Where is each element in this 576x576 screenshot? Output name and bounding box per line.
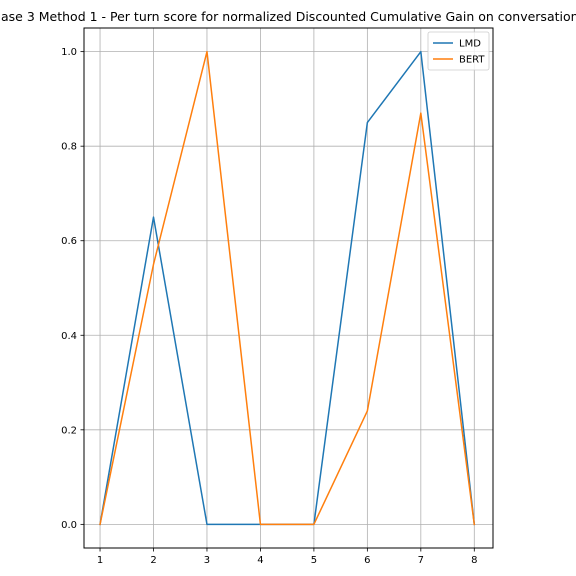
x-tick-label: 7 (418, 555, 424, 566)
y-tick-label: 0.4 (61, 331, 77, 342)
y-tick-label: 0.2 (61, 425, 77, 436)
axis-ticks: 1 2 3 4 5 6 7 8 0.0 0.2 0.4 0.6 0.8 1.0 (61, 47, 477, 566)
legend: LMD BERT (427, 31, 490, 71)
x-tick-label: 6 (364, 555, 370, 566)
series-layer (99, 50, 476, 526)
x-tick-label: 8 (471, 555, 477, 566)
x-tick-label: 4 (257, 555, 263, 566)
y-tick-label: 0.8 (61, 142, 77, 153)
x-tick-label: 1 (97, 555, 103, 566)
y-tick-label: 1.0 (61, 47, 77, 58)
y-tick-label: 0.6 (61, 236, 77, 247)
series-line-bert (99, 50, 476, 526)
y-tick-label: 0.0 (61, 520, 77, 531)
legend-label-lmd: LMD (459, 39, 481, 50)
legend-box (427, 31, 490, 71)
x-tick-label: 2 (150, 555, 156, 566)
chart-title: Phase 3 Method 1 - Per turn score for no… (0, 9, 576, 24)
x-tick-label: 5 (311, 555, 317, 566)
legend-label-bert: BERT (459, 55, 485, 66)
plot-frame (83, 27, 494, 549)
x-tick-label: 3 (204, 555, 210, 566)
